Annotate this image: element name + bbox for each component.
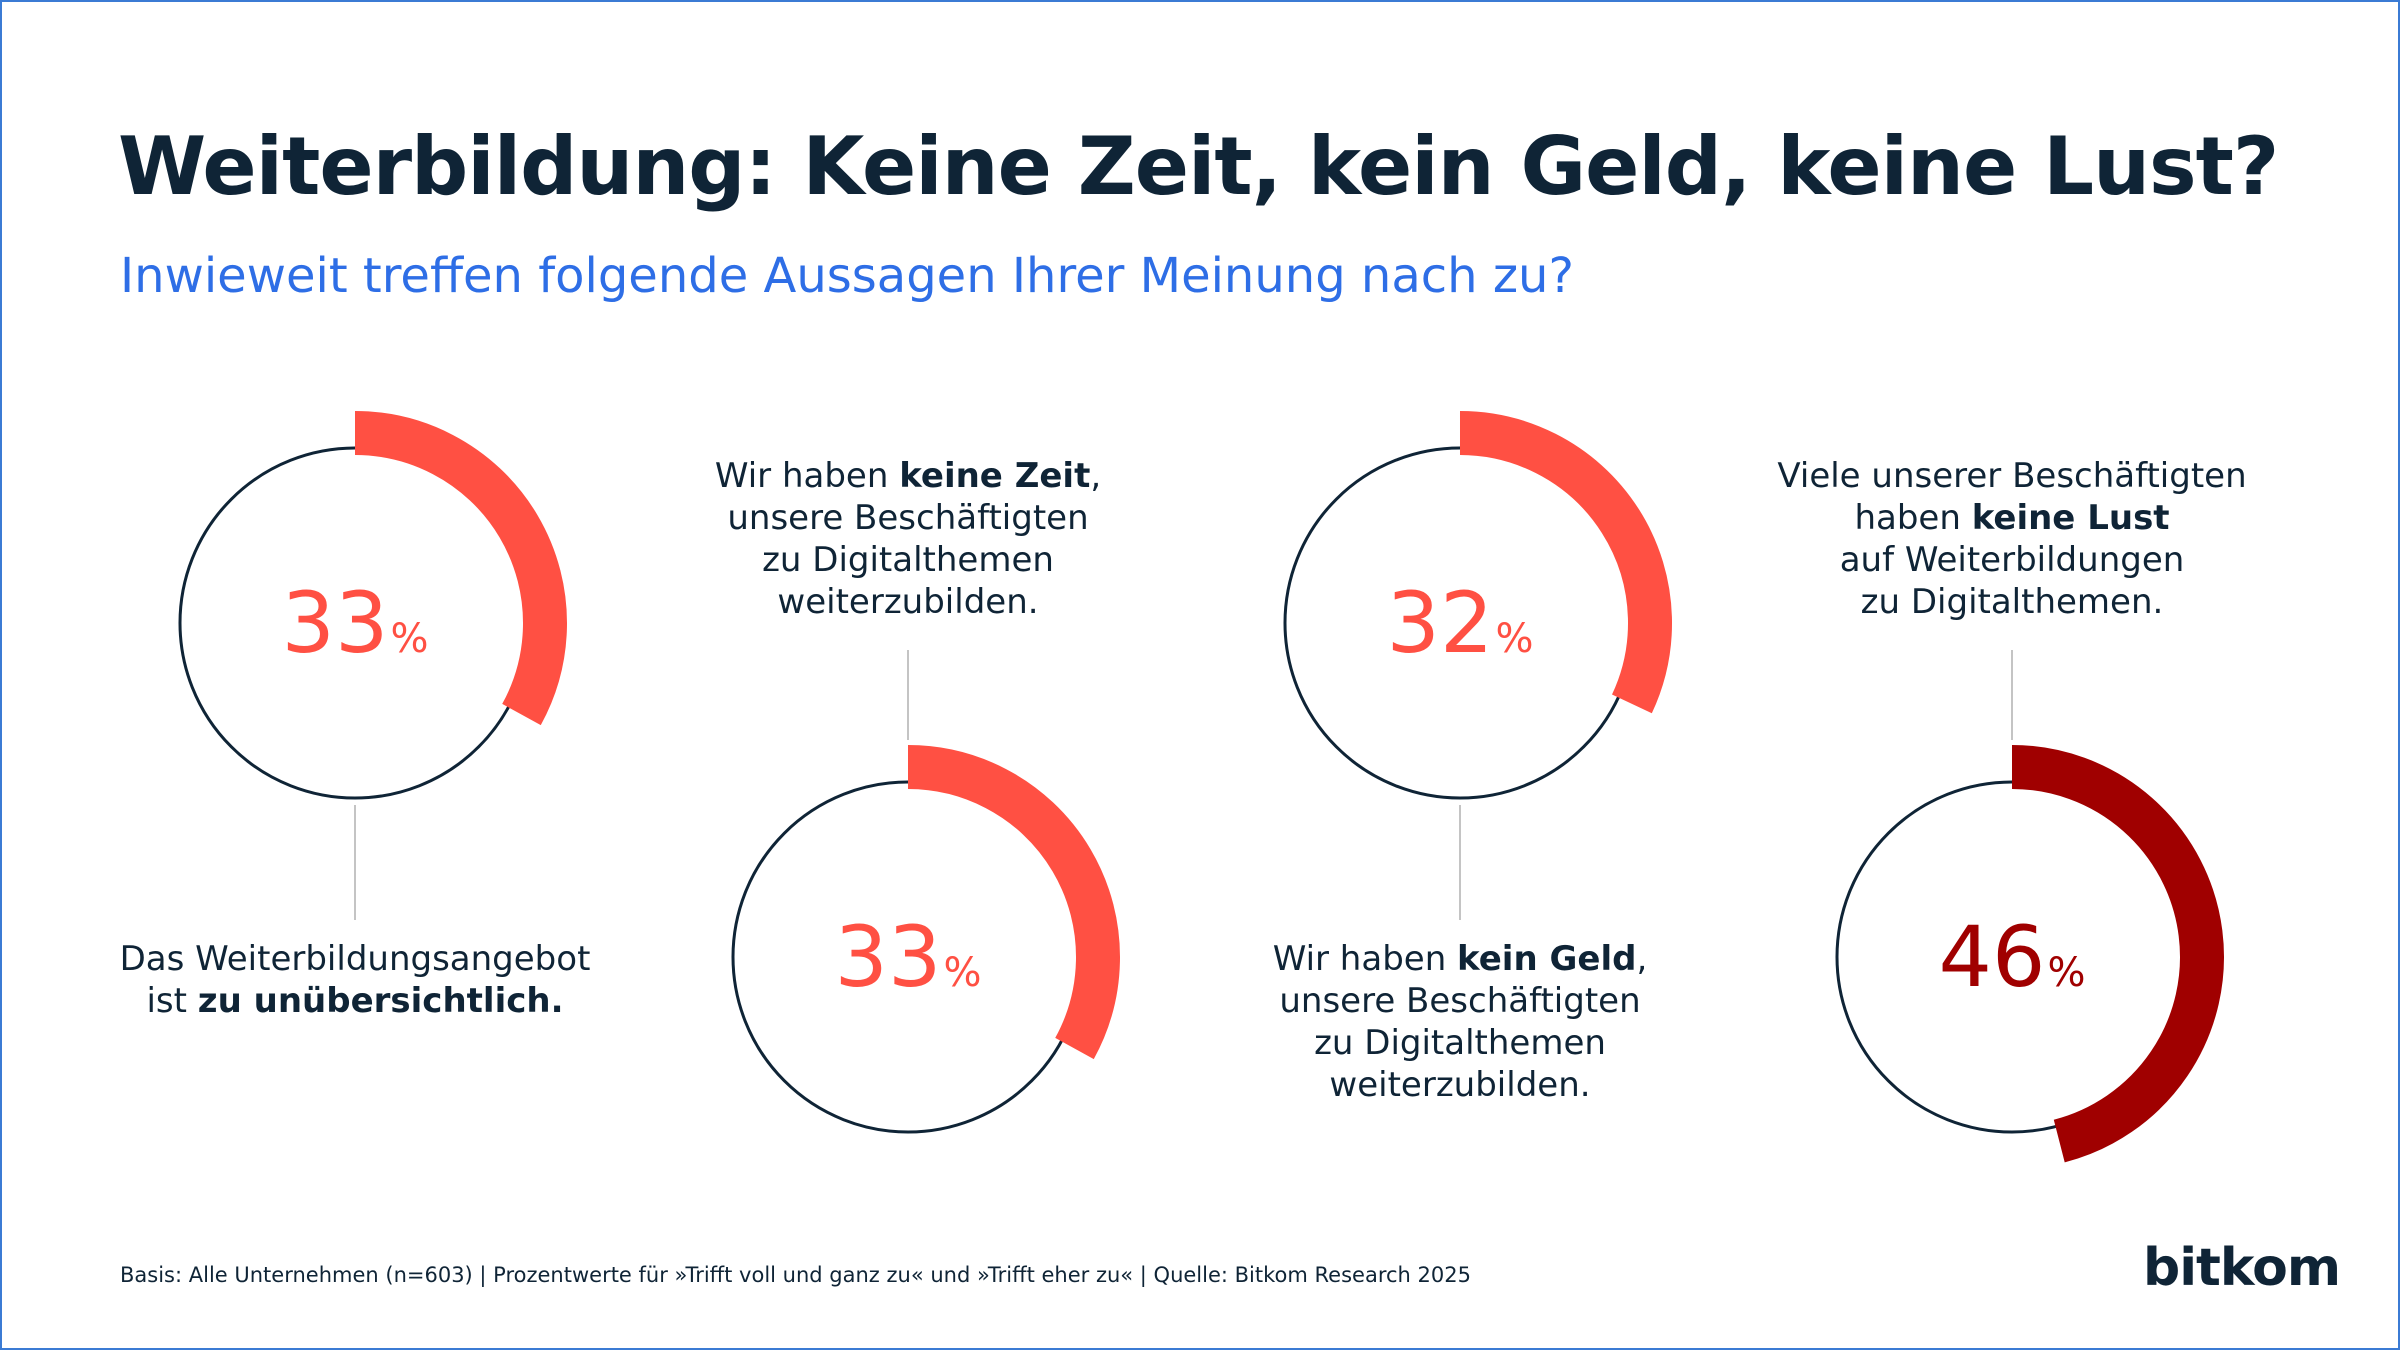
label-text: haben [1854, 498, 1972, 538]
bitkom-logo: bitkom [2143, 1238, 2341, 1298]
label-text: Wir haben [714, 456, 900, 496]
donut-value-4: 46% [1862, 915, 2162, 999]
label-text: unsere Beschäftigten [727, 498, 1089, 538]
label-text: auf Weiterbildungen [1839, 540, 2185, 580]
label-emphasis: keine Lust [1971, 498, 2170, 538]
donut-label-1: Das Weiterbildungsangebot ist zu unübersi… [95, 938, 615, 1022]
donut-value-number-3: 32 [1386, 574, 1494, 672]
label-emphasis: keine Zeit [899, 456, 1091, 496]
label-text: ist [146, 981, 198, 1021]
label-text: zu Digitalthemen. [1860, 582, 2164, 622]
donut-value-3: 32% [1310, 581, 1610, 665]
label-emphasis: zu unübersichtlich. [197, 981, 564, 1021]
donut-arc-2 [907, 745, 1120, 1060]
donut-arc-3 [1459, 411, 1672, 714]
label-text: Wir haben [1272, 939, 1458, 979]
label-emphasis: kein Geld [1457, 939, 1637, 979]
donut-label-4: Viele unserer Beschäftigten haben keine L… [1752, 455, 2272, 623]
donut-label-3: Wir haben kein Geld, unsere Beschäftigten… [1200, 938, 1720, 1106]
donut-value-1: 33% [205, 581, 505, 665]
donut-arc-4 [2011, 745, 2224, 1163]
label-text: weiterzubilden. [777, 582, 1039, 622]
donut-label-2: Wir haben keine Zeit, unsere Beschäftigte… [648, 455, 1168, 623]
page-subtitle: Inwieweit treffen folgende Aussagen Ihre… [120, 248, 1574, 304]
donut-value-unit-1: % [390, 616, 429, 662]
label-text: , [1090, 456, 1102, 496]
label-text: zu Digitalthemen [1314, 1023, 1606, 1063]
donut-value-2: 33% [758, 915, 1058, 999]
donut-value-number-4: 46 [1938, 908, 2046, 1006]
label-text: Viele unserer Beschäftigten [1777, 456, 2247, 496]
label-text: weiterzubilden. [1329, 1065, 1591, 1105]
page-title: Weiterbildung: Keine Zeit, kein Geld, ke… [118, 120, 2279, 213]
label-text: zu Digitalthemen [762, 540, 1054, 580]
label-text: unsere Beschäftigten [1279, 981, 1641, 1021]
donut-value-number-2: 33 [834, 908, 942, 1006]
donut-value-unit-2: % [943, 950, 982, 996]
donut-arc-1 [354, 411, 567, 726]
donut-value-unit-3: % [1495, 616, 1534, 662]
donut-value-unit-4: % [2047, 950, 2086, 996]
donut-value-number-1: 33 [281, 574, 389, 672]
footnote: Basis: Alle Unternehmen (n=603) | Prozen… [120, 1263, 1471, 1287]
label-text: Das Weiterbildungsangebot [119, 939, 591, 979]
label-text: , [1636, 939, 1648, 979]
